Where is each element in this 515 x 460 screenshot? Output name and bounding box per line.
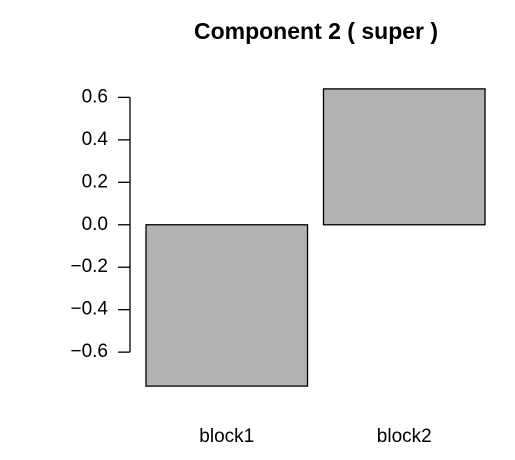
y-tick-label: 0.4 (82, 129, 109, 150)
bar (322, 88, 486, 226)
x-tick-label: block2 (377, 426, 432, 447)
x-tick-label: block1 (199, 426, 254, 447)
y-tick-label: 0.2 (82, 171, 108, 192)
y-tick-label: −0.4 (70, 299, 108, 320)
chart-title: Component 2 ( super ) (194, 18, 438, 44)
y-tick-label: −0.6 (70, 341, 108, 362)
bar (145, 224, 309, 387)
y-tick-label: 0.6 (82, 86, 108, 107)
y-tick-label: −0.2 (70, 256, 108, 277)
y-tick-label: 0.0 (82, 214, 108, 235)
